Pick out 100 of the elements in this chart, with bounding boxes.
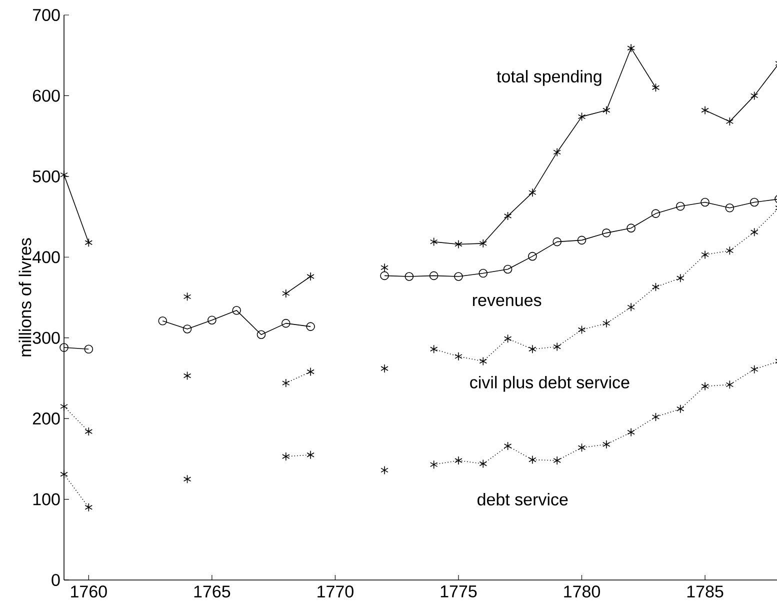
point xyxy=(306,367,314,376)
point xyxy=(701,250,709,260)
point xyxy=(701,382,709,391)
x-tick-label: 1785 xyxy=(687,586,724,598)
point xyxy=(380,263,388,272)
point xyxy=(84,427,93,436)
point xyxy=(552,237,562,246)
series-label: total spending xyxy=(496,70,602,86)
y-tick-label: 0 xyxy=(52,574,60,586)
point xyxy=(454,352,462,361)
point xyxy=(84,238,93,248)
point xyxy=(578,443,586,452)
point xyxy=(553,148,561,157)
point xyxy=(404,272,414,281)
point xyxy=(676,404,684,414)
y-tick-label: 300 xyxy=(32,332,60,344)
point xyxy=(380,364,388,373)
point xyxy=(454,456,462,465)
y-tick-label: 700 xyxy=(32,8,60,22)
y-tick-label: 400 xyxy=(32,251,60,264)
point xyxy=(528,252,537,261)
x-tick-label: 1775 xyxy=(440,586,477,598)
y-tick-label: 200 xyxy=(32,412,60,425)
point xyxy=(183,371,192,380)
point xyxy=(676,202,685,211)
point xyxy=(430,344,438,354)
point xyxy=(478,268,488,278)
point xyxy=(726,117,734,126)
point xyxy=(528,344,536,354)
point xyxy=(627,428,635,437)
point xyxy=(380,271,389,280)
point xyxy=(602,106,610,115)
point xyxy=(454,240,462,249)
point xyxy=(528,188,536,197)
series-label: debt service xyxy=(478,493,568,506)
point xyxy=(602,318,610,328)
point xyxy=(282,318,290,328)
point xyxy=(504,442,512,450)
point xyxy=(676,274,684,283)
point xyxy=(725,204,734,212)
point xyxy=(380,466,388,475)
point xyxy=(282,452,290,461)
point xyxy=(60,343,68,352)
y-tick-label: 100 xyxy=(33,493,60,506)
point xyxy=(726,246,734,256)
x-tick-label: 1770 xyxy=(318,586,354,598)
point xyxy=(208,316,216,324)
point xyxy=(627,302,635,312)
point xyxy=(602,440,610,449)
point xyxy=(306,272,314,281)
y-tick-label: 500 xyxy=(32,170,60,182)
point xyxy=(528,455,536,464)
point xyxy=(282,289,290,298)
point xyxy=(750,228,758,237)
x-tick-label: 1760 xyxy=(71,586,107,598)
point xyxy=(652,412,660,422)
point xyxy=(60,170,68,180)
y-axis-title: millions of livres xyxy=(18,238,32,356)
point xyxy=(627,44,635,52)
point xyxy=(700,198,710,207)
point xyxy=(84,344,94,354)
point xyxy=(750,364,758,374)
point xyxy=(626,224,636,232)
point xyxy=(454,272,463,281)
point xyxy=(479,459,488,468)
point xyxy=(652,282,660,292)
point xyxy=(60,402,68,411)
point xyxy=(504,334,512,344)
point xyxy=(182,324,192,334)
series-label: revenues xyxy=(473,296,542,306)
point xyxy=(158,316,168,326)
point xyxy=(60,470,68,479)
point xyxy=(306,450,314,460)
point xyxy=(256,330,266,340)
point xyxy=(183,292,192,302)
point xyxy=(84,502,93,512)
point xyxy=(652,83,660,92)
point xyxy=(651,209,660,218)
point xyxy=(306,322,315,331)
x-tick-label: 1780 xyxy=(564,586,600,598)
point xyxy=(282,378,290,388)
point xyxy=(602,228,611,238)
point xyxy=(430,237,438,246)
point xyxy=(750,91,758,100)
point xyxy=(578,112,586,122)
point xyxy=(429,271,438,280)
series-label: civil plus debt service xyxy=(470,376,630,392)
point xyxy=(430,460,438,469)
point xyxy=(750,198,759,207)
point xyxy=(183,474,192,484)
point xyxy=(504,212,512,220)
point xyxy=(726,380,734,390)
point xyxy=(701,106,709,115)
point xyxy=(577,236,586,245)
x-tick-label: 1765 xyxy=(194,586,230,598)
point xyxy=(553,342,561,352)
point xyxy=(479,356,488,366)
point xyxy=(503,264,512,274)
y-tick-label: 600 xyxy=(32,90,60,102)
point xyxy=(553,456,561,465)
